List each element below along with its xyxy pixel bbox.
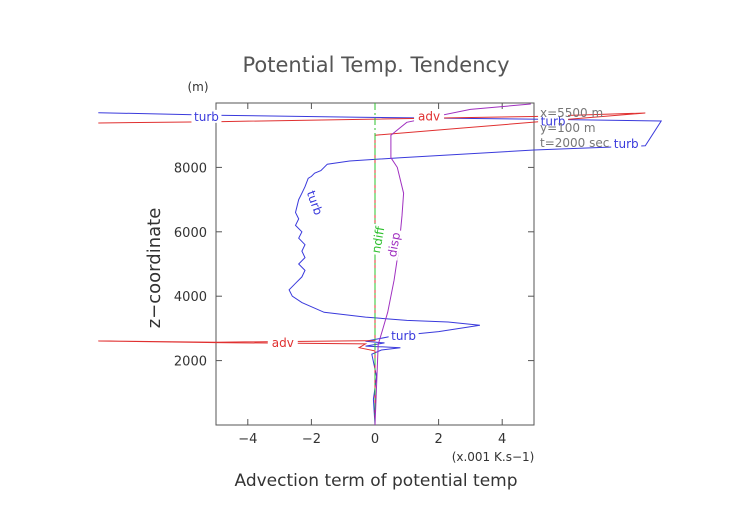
series-label-bg (414, 109, 445, 123)
series-lines (98, 103, 663, 426)
y-tick-label: 6000 (174, 226, 207, 241)
y-tick-label: 2000 (174, 355, 207, 370)
series-label-adv: adv (418, 110, 440, 124)
x-tick-label: −4 (238, 432, 257, 447)
x-axis-unit: (x.001 K.s−1) (452, 450, 535, 464)
series-label-bg (303, 186, 327, 219)
annotations: x=5500 my=100 mt=2000 sec (540, 106, 609, 150)
series-label-bg (388, 328, 419, 342)
series-line-disp (374, 103, 531, 426)
x-tick-label: −2 (302, 432, 321, 447)
x-tick-label: 2 (434, 432, 442, 447)
series-label-bg (267, 336, 298, 350)
axis-ticks: −4 −2 0 2 4 2000 4000 6000 8000 (174, 103, 534, 447)
y-axis-label: z−coordinate (144, 208, 165, 329)
series-label-bg (538, 114, 569, 128)
series-label-turb: turb (391, 329, 416, 343)
annotation-text: y=100 m (540, 121, 596, 135)
series-label-bg (384, 228, 403, 261)
series-label-turb: turb (194, 110, 219, 124)
x-tick-label: 0 (371, 432, 379, 447)
y-axis-unit: (m) (187, 80, 208, 94)
series-label-bg (368, 223, 387, 256)
series-label-ndiff: ndiff (369, 225, 388, 255)
y-tick-label: 4000 (174, 290, 207, 305)
series-line-turb (98, 112, 663, 426)
x-tick-label: 4 (498, 432, 506, 447)
series-label-turb: turb (614, 137, 639, 151)
annotation-text: x=5500 m (540, 106, 603, 120)
series-label-adv: adv (272, 336, 294, 350)
series-label-turb: turb (541, 115, 566, 129)
annotation-text: t=2000 sec (540, 136, 609, 150)
series-label-bg (611, 137, 642, 151)
chart-title: Potential Temp. Tendency (242, 53, 509, 77)
series-label-disp: disp (385, 231, 403, 258)
series-label-bg (191, 109, 222, 123)
x-axis-label: Advection term of potential temp (234, 471, 517, 491)
series-label-turb: turb (304, 189, 326, 217)
y-tick-label: 8000 (174, 161, 207, 176)
